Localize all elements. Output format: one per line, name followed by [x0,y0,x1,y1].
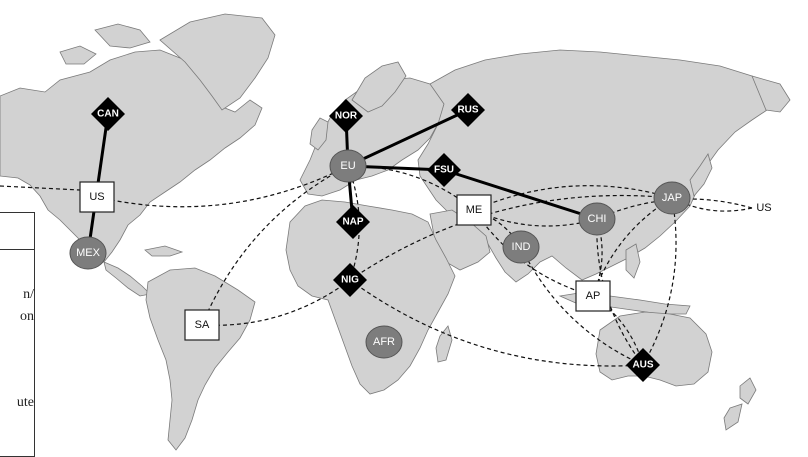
us-right-label: US [756,202,771,214]
region-node-nap: NAP [336,205,370,239]
greenland-land [159,13,276,111]
legend-box: n/ on ute [0,212,35,457]
region-node-nor: NOR [329,99,363,133]
landmasses [0,13,791,451]
region-label-jap: JAP [662,192,682,204]
region-node-me: ME [456,194,492,226]
arctic-islands-land [59,23,151,65]
region-square-marker [79,181,115,213]
region-label-nig: NIG [341,275,359,286]
pipeline-fsu-chi [442,168,599,221]
legend-text-3: ute [16,395,34,410]
pipeline-rus-eu [346,108,470,168]
region-diamond-marker [333,263,367,297]
region-label-me: ME [466,204,483,216]
region-label-us: US [89,191,104,203]
africa-land [285,199,456,395]
region-square-marker [184,309,220,341]
region-node-afr: AFR [365,325,403,359]
kamchatka-land [751,75,791,113]
region-node-mex: MEX [69,236,107,270]
shipping-route-us-eu [96,165,349,208]
region-circle-marker [329,149,367,183]
australia-land [595,311,713,387]
shipping-route-aus-ind [520,246,644,366]
region-circle-marker [69,236,107,270]
region-node-can: CAN [91,97,125,131]
region-node-nig: NIG [333,263,367,297]
region-label-fsu: FSU [434,165,454,176]
region-node-jap: JAP [653,181,691,215]
region-label-eu: EU [340,160,355,172]
shipping-route-me-jap [473,185,673,211]
region-node-rus: RUS [451,93,485,127]
shipping-route-me-ind [473,209,522,248]
region-node-us: US [79,181,115,213]
region-diamond-marker [336,205,370,239]
shipping-route-aus-jap [642,197,677,366]
region-label-ind: IND [512,241,531,253]
region-circle-marker [365,325,403,359]
region-node-sa: SA [184,309,220,341]
philippines-land [625,243,641,279]
north-america-land [0,49,263,263]
region-node-chi: CHI [578,202,616,236]
shipping-route-offmap-us [0,185,81,191]
region-square-marker [575,280,611,312]
region-circle-marker [653,181,691,215]
region-label-can: CAN [97,109,119,120]
legend-text-1: n/ [23,287,34,302]
region-node-eu: EU [329,149,367,183]
legend-text-2: on [20,309,34,324]
region-circle-marker [502,230,540,264]
shipping-route-nig-sa [201,279,351,329]
region-node-fsu: FSU [427,153,461,187]
new-zealand-land [723,377,757,431]
region-node-ap: AP [575,280,611,312]
legend-header [0,213,34,250]
region-label-mex: MEX [76,247,101,259]
region-label-ap: AP [586,290,601,302]
asia-land [417,49,776,283]
south-america-land [145,267,256,451]
region-nodes: CAN US MEX SA NOR RUS EU FSU NAP NIG ME IND CHI JAP AF… [69,93,691,382]
region-label-chi: CHI [588,213,607,225]
region-label-rus: RUS [457,105,478,116]
caribbean-land [144,245,184,257]
shipping-route-sa-eu [201,165,349,326]
uk-land [309,117,329,151]
region-label-nap: NAP [342,217,363,228]
region-label-afr: AFR [373,336,395,348]
region-label-aus: AUS [632,360,653,371]
region-diamond-marker [91,97,125,131]
region-label-sa: SA [195,319,210,331]
region-node-ind: IND [502,230,540,264]
region-diamond-marker [329,99,363,133]
region-diamond-marker [427,153,461,187]
shipping-route-nig-aus [349,279,644,370]
shipping-route-nig-jap [349,193,673,281]
central-america-land [103,261,151,297]
region-node-aus: AUS [626,348,660,382]
region-diamond-marker [451,93,485,127]
region-circle-marker [578,202,616,236]
japan-land [689,153,713,197]
scandinavia-land [351,61,407,113]
madagascar-land [435,325,453,363]
region-square-marker [456,194,492,226]
region-label-nor: NOR [335,111,358,122]
region-diamond-marker [626,348,660,382]
